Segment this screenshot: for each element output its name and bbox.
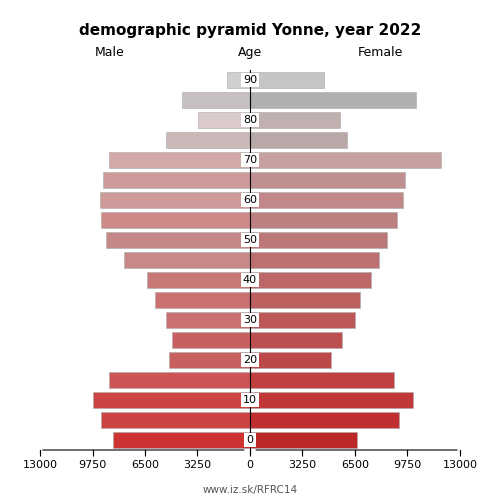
Bar [198,112,250,128]
Text: 0: 0 [246,435,254,445]
Bar [250,292,360,308]
Text: 90: 90 [243,75,257,85]
Bar [166,132,250,148]
Text: 20: 20 [243,355,257,365]
Bar [102,212,250,228]
Bar [250,232,388,248]
Text: 40: 40 [243,275,257,285]
Bar [110,152,250,168]
Bar [112,432,250,448]
Text: 70: 70 [243,155,257,165]
Bar [250,72,324,88]
Bar [103,172,250,188]
Bar [250,132,347,148]
Bar [154,292,250,308]
Bar [146,272,250,288]
Bar [228,72,250,88]
Text: 10: 10 [243,395,257,405]
Bar [250,112,340,128]
Text: www.iz.sk/RFRC14: www.iz.sk/RFRC14 [202,485,298,495]
Text: 60: 60 [243,195,257,205]
Bar [250,332,342,348]
Bar [110,372,250,388]
Bar [124,252,250,268]
Bar [100,192,250,208]
Text: 80: 80 [243,115,257,125]
Bar [250,192,404,208]
Bar [250,152,440,168]
Text: demographic pyramid Yonne, year 2022: demographic pyramid Yonne, year 2022 [79,22,421,38]
Bar [106,232,250,248]
Bar [250,252,379,268]
Bar [172,332,250,348]
Bar [94,392,250,408]
Text: Female: Female [358,46,403,59]
Text: Male: Male [95,46,125,59]
Text: 30: 30 [243,315,257,325]
Bar [250,312,355,328]
Bar [250,172,405,188]
Bar [250,272,371,288]
Bar [169,352,250,368]
Bar [250,352,331,368]
Bar [250,212,397,228]
Bar [250,412,398,428]
Bar [166,312,250,328]
Bar [250,432,356,448]
Bar [102,412,250,428]
Bar [250,92,416,108]
Bar [250,372,394,388]
Bar [250,392,413,408]
Text: Age: Age [238,46,262,59]
Text: 50: 50 [243,235,257,245]
Bar [182,92,250,108]
